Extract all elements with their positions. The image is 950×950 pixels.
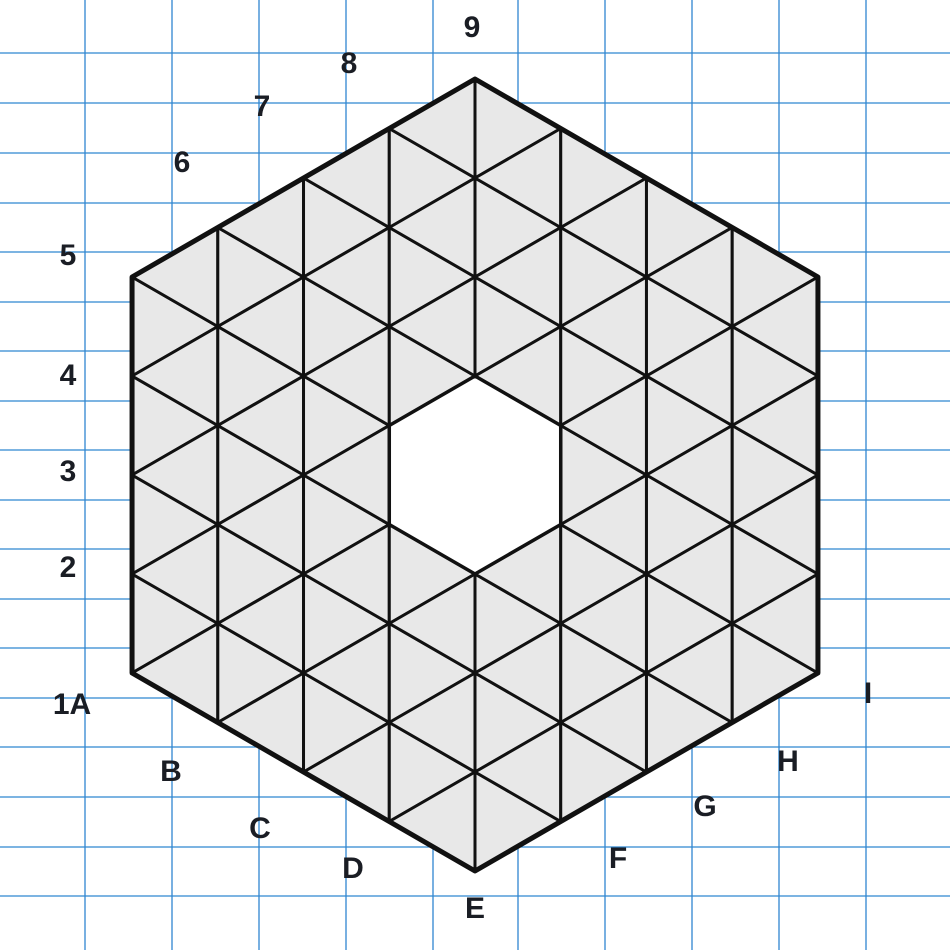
label-d: D bbox=[342, 852, 364, 885]
label-8: 8 bbox=[340, 47, 358, 80]
label-5: 5 bbox=[59, 239, 77, 272]
triangle-fill bbox=[130, 77, 820, 873]
label-4: 4 bbox=[59, 359, 77, 392]
label-c: C bbox=[249, 812, 271, 845]
label-e: E bbox=[464, 892, 486, 925]
label-2: 2 bbox=[59, 551, 77, 584]
label-9: 9 bbox=[463, 11, 481, 44]
label-3: 3 bbox=[59, 455, 77, 488]
inner-hexagon-hole bbox=[387, 374, 563, 576]
label-7: 7 bbox=[253, 90, 271, 123]
hexagon-outlines bbox=[129, 76, 821, 874]
label-b: B bbox=[160, 755, 182, 788]
label-g: G bbox=[693, 790, 717, 823]
label-h: H bbox=[777, 745, 799, 778]
outer-hexagon bbox=[129, 76, 821, 874]
label-f: F bbox=[608, 842, 628, 875]
label-1a: 1A bbox=[52, 688, 92, 721]
label-i: I bbox=[863, 677, 873, 710]
label-6: 6 bbox=[173, 146, 191, 179]
